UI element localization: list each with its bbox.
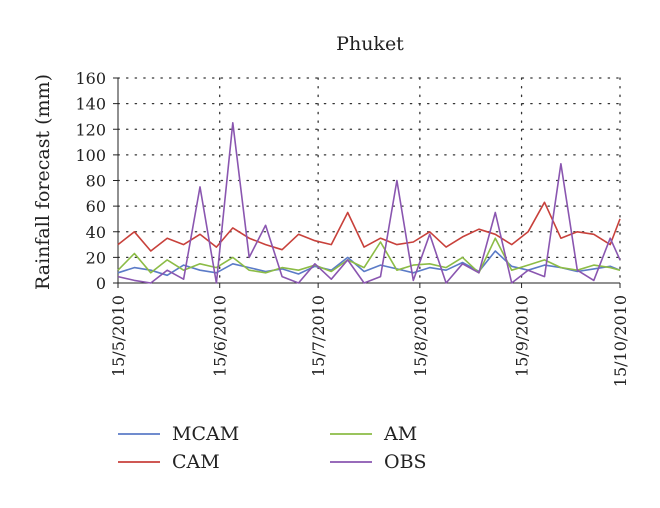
chart-title: Phuket [336, 33, 404, 55]
axes: 0 20 40 60 80 100 120 140 160 15/5/2010 15/6/2010 1… [75, 69, 630, 387]
series-line-am [117, 237, 621, 274]
legend-label-cam: CAM [172, 451, 220, 473]
y-tick-label: 60 [86, 197, 106, 216]
y-tick-label: 100 [75, 146, 106, 165]
x-tick-label: 15/5/2010 [109, 295, 128, 377]
legend: MCAM CAM AM OBS [118, 423, 427, 473]
series-line-cam [117, 201, 621, 252]
y-tick-label: 120 [75, 120, 106, 139]
series-line-mcam [117, 250, 621, 277]
legend-label-am: AM [383, 423, 417, 445]
y-tick-label: 40 [86, 223, 106, 242]
legend-label-obs: OBS [384, 451, 427, 473]
y-axis-title: Rainfall forecast (mm) [32, 74, 54, 290]
series-lines [117, 122, 621, 284]
series-line-obs [117, 122, 621, 284]
grid [117, 77, 621, 284]
x-tick-label: 15/6/2010 [211, 295, 230, 377]
x-tick-label: 15/9/2010 [513, 295, 532, 377]
y-tick-label: 20 [86, 248, 106, 267]
y-tick-label: 80 [86, 172, 106, 191]
legend-label-mcam: MCAM [172, 423, 239, 445]
x-tick-label: 15/10/2010 [611, 295, 630, 387]
y-tick-label: 0 [96, 274, 106, 293]
y-tick-label: 140 [75, 95, 106, 114]
y-tick-label: 160 [75, 69, 106, 88]
x-tick-label: 15/8/2010 [411, 295, 430, 377]
x-tick-label: 15/7/2010 [309, 295, 328, 377]
